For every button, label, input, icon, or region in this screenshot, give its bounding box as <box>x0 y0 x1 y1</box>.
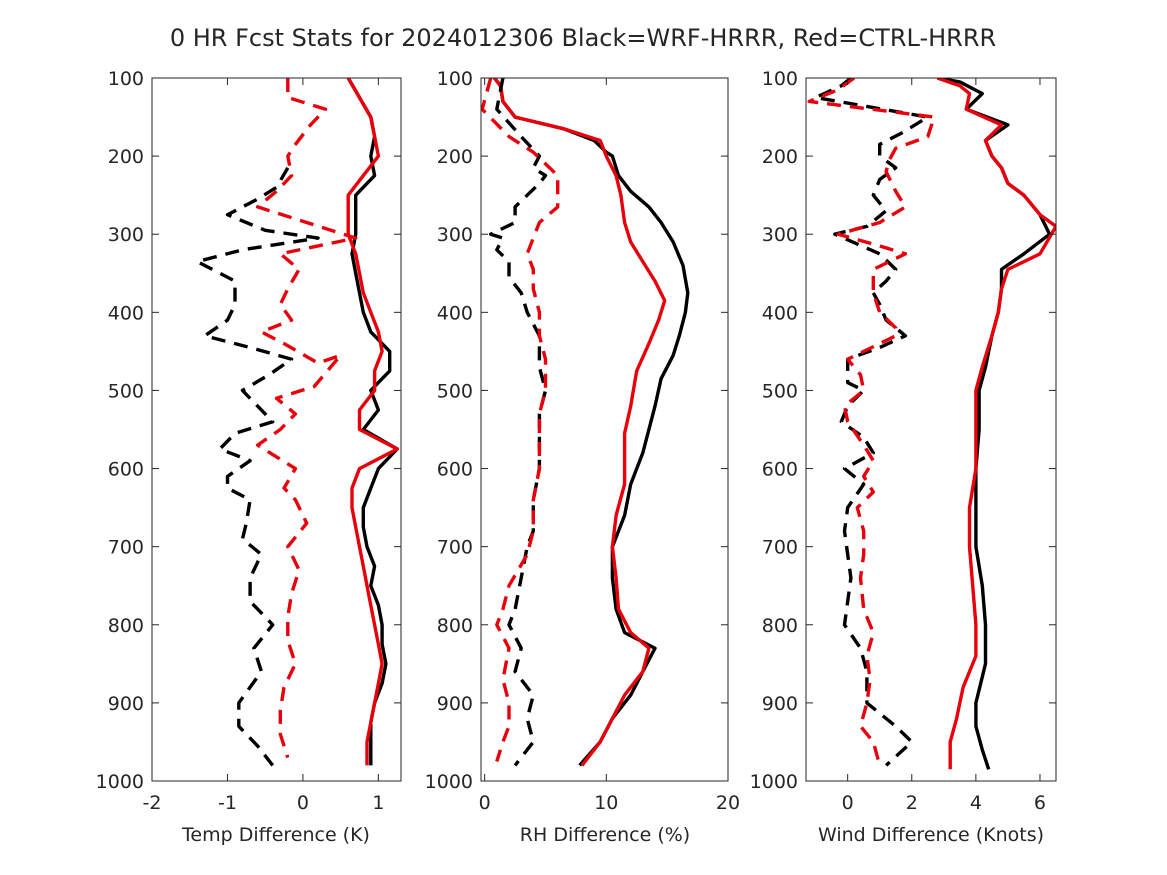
rh-y-tick-label: 400 <box>437 302 473 324</box>
rh-red-solid-line <box>493 78 667 767</box>
temp-difference-panel: 100 200 300 400 500 600 700 800 900 1000-2 -1 0 1 <box>96 68 402 814</box>
wind-y-tick-label: 400 <box>762 302 798 324</box>
wind-x-tick-label: 2 <box>906 792 918 814</box>
rh-x-tick-label: 0 <box>479 792 491 814</box>
rh-y-tick-label: 1000 <box>425 771 473 793</box>
wind-black-solid-line <box>937 78 1052 770</box>
wind-y-tick-label: 200 <box>762 146 798 168</box>
rh-axes-box <box>480 77 729 782</box>
rh-y-tick-label: 300 <box>437 224 473 246</box>
temp-y-tick-label: 600 <box>108 459 144 481</box>
wind-y-tick-label: 900 <box>762 693 798 715</box>
temp-black-solid-line <box>346 78 399 766</box>
wind-difference-panel: 100 200 300 400 500 600 700 800 900 1000 0 2 4 6 <box>750 68 1057 814</box>
temp-y-tick-label: 1000 <box>96 771 144 793</box>
rh-difference-panel: 100 200 300 400 500 600 700 800 900 1000 0 10 20 <box>425 68 740 814</box>
wind-red-dashed-line <box>807 78 936 766</box>
temp-x-tick-label: 1 <box>372 792 384 814</box>
rh-red-dashed-line <box>481 78 560 763</box>
rh-y-tick-label: 800 <box>437 615 473 637</box>
temp-y-tick-label: 100 <box>108 68 144 90</box>
temp-y-tick-label: 500 <box>108 380 144 402</box>
rh-black-dashed-line <box>489 78 548 767</box>
wind-difference-x-label: Wind Difference (Knots) <box>818 824 1044 846</box>
rh-y-tick-label: 200 <box>437 146 473 168</box>
wind-x-tick-label: 0 <box>842 792 854 814</box>
chart-title: 0 HR Fcst Stats for 2024012306 Black=WRF… <box>170 24 996 52</box>
rh-y-tick-label: 600 <box>437 459 473 481</box>
wind-y-tick-label: 800 <box>762 615 798 637</box>
wind-axes-box <box>805 77 1057 782</box>
wind-red-solid-line <box>936 78 1056 770</box>
wind-y-tick-label: 100 <box>762 68 798 90</box>
rh-y-tick-label: 900 <box>437 693 473 715</box>
temp-y-tick-label: 700 <box>108 537 144 559</box>
temp-x-tick-label: -1 <box>218 792 237 814</box>
rh-x-tick-label: 20 <box>716 792 740 814</box>
wind-y-tick-label: 700 <box>762 537 798 559</box>
temp-x-tick-label: -2 <box>143 792 162 814</box>
rh-x-tick-label: 10 <box>594 792 618 814</box>
wind-y-tick-label: 300 <box>762 224 798 246</box>
wind-x-tick-label: 4 <box>970 792 982 814</box>
rh-difference-x-label: RH Difference (%) <box>520 824 690 846</box>
temp-y-tick-label: 900 <box>108 693 144 715</box>
temp-y-tick-label: 200 <box>108 146 144 168</box>
rh-y-tick-label: 500 <box>437 380 473 402</box>
wind-y-tick-label: 1000 <box>750 771 798 793</box>
wind-y-tick-label: 500 <box>762 380 798 402</box>
wind-y-tick-label: 600 <box>762 459 798 481</box>
temp-y-tick-label: 300 <box>108 224 144 246</box>
wind-x-tick-label: 6 <box>1034 792 1046 814</box>
temp-red-dashed-line <box>255 78 358 759</box>
rh-black-solid-line <box>493 78 690 767</box>
rh-y-tick-label: 100 <box>437 68 473 90</box>
temp-x-tick-label: 0 <box>297 792 309 814</box>
temp-y-tick-label: 400 <box>108 302 144 324</box>
rh-y-tick-label: 700 <box>437 537 473 559</box>
temp-axes-box <box>151 77 402 782</box>
wind-black-dashed-line <box>813 78 930 767</box>
temp-black-dashed-line <box>195 166 320 767</box>
temp-red-solid-line <box>346 78 399 766</box>
temp-y-tick-label: 800 <box>108 615 144 637</box>
temp-difference-x-label: Temp Difference (K) <box>181 824 370 846</box>
